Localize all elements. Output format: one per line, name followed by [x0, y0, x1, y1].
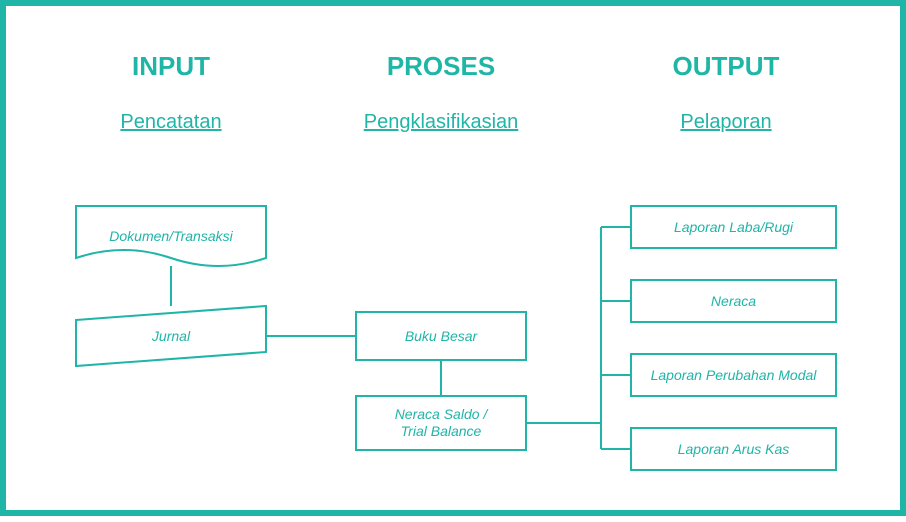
subheader-proses: Pengklasifikasian — [301, 111, 581, 134]
subheader-input: Pencatatan — [31, 111, 311, 134]
header-input: INPUT — [51, 51, 291, 82]
label-out4: Laporan Arus Kas — [631, 428, 836, 470]
label-out3: Laporan Perubahan Modal — [631, 354, 836, 396]
header-proses: PROSES — [321, 51, 561, 82]
label-out2: Neraca — [631, 280, 836, 322]
header-output: OUTPUT — [606, 51, 846, 82]
subheader-output: Pelaporan — [586, 111, 866, 134]
label-buku: Buku Besar — [356, 312, 526, 360]
label-dokumen: Dokumen/Transaksi — [76, 206, 266, 266]
label-out1: Laporan Laba/Rugi — [631, 206, 836, 248]
label-jurnal: Jurnal — [76, 306, 266, 366]
label-neraca: Neraca Saldo /Trial Balance — [356, 396, 526, 450]
diagram-frame: INPUT Pencatatan PROSES Pengklasifikasian OU… — [0, 0, 906, 516]
